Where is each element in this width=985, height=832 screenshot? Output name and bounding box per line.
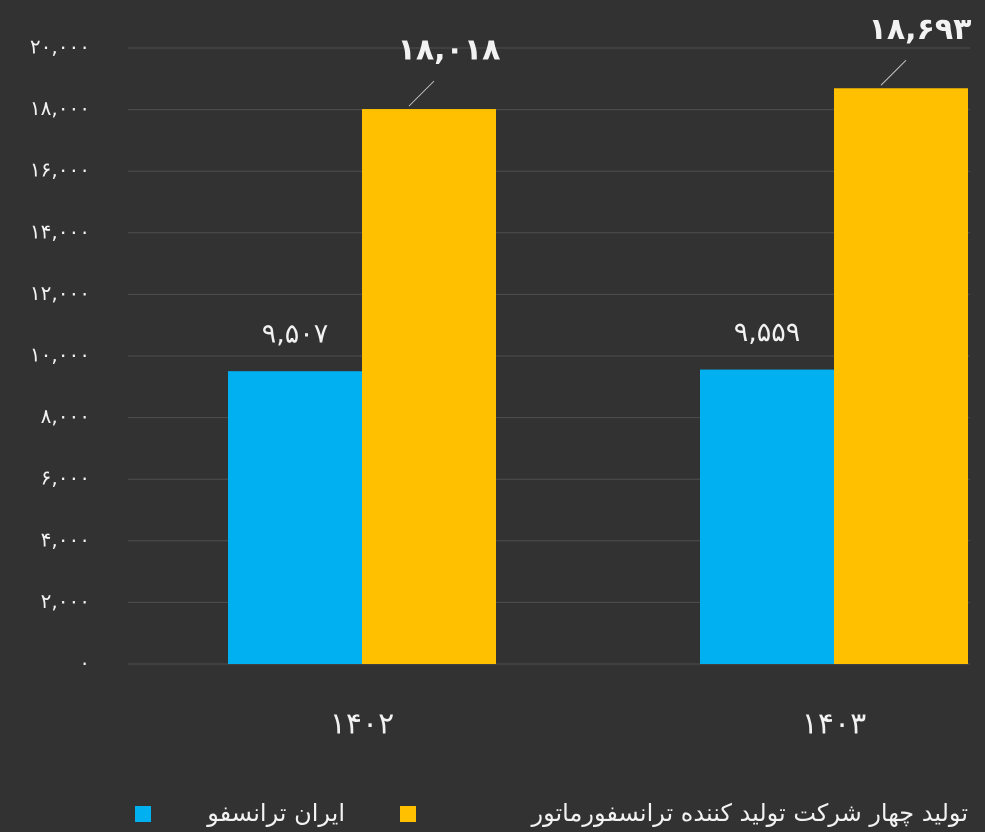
- x-tick-label: ۱۴۰۳: [802, 707, 866, 742]
- legend-label: تولید چهار شرکت تولید کننده ترانسفورماتو…: [531, 799, 968, 827]
- y-tick-label: ۴,۰۰۰: [41, 527, 90, 551]
- y-tick-label: ۱۸,۰۰۰: [30, 96, 90, 120]
- legend-swatch: [400, 806, 416, 822]
- x-tick-label: ۱۴۰۲: [330, 707, 394, 742]
- leader-line: [880, 59, 907, 86]
- leader-line: [408, 80, 435, 107]
- bar: [834, 88, 968, 664]
- data-label: ۹,۵۵۹: [734, 317, 801, 348]
- data-label: ۹,۵۰۷: [262, 319, 329, 350]
- y-tick-label: ۱۶,۰۰۰: [30, 158, 90, 182]
- data-label: ۱۸,۰۱۸: [398, 33, 501, 68]
- legend-label: ایران ترانسفو: [206, 799, 345, 827]
- bar: [700, 369, 834, 664]
- y-tick-label: ۱۴,۰۰۰: [30, 219, 90, 243]
- y-tick-label: ۲,۰۰۰: [41, 589, 90, 613]
- legend-swatch: [135, 806, 151, 822]
- y-tick-label: ۶,۰۰۰: [41, 466, 90, 490]
- data-label: ۱۸,۶۹۳: [869, 12, 972, 47]
- y-tick-label: ۰: [79, 651, 90, 675]
- y-tick-label: ۱۰,۰۰۰: [30, 343, 90, 367]
- y-tick-label: ۸,۰۰۰: [41, 404, 90, 428]
- bar: [362, 109, 496, 665]
- y-tick-label: ۲۰,۰۰۰: [30, 35, 90, 59]
- bar: [228, 371, 362, 664]
- y-tick-label: ۱۲,۰۰۰: [30, 281, 90, 305]
